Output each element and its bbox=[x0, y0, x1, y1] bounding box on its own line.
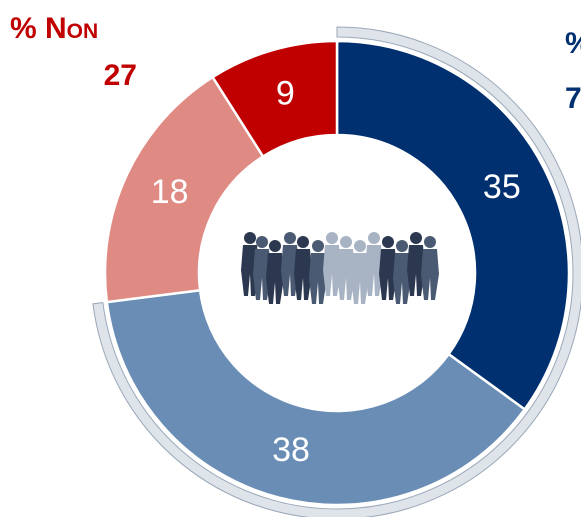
figure-head bbox=[340, 236, 352, 248]
figure-body bbox=[407, 245, 425, 296]
figure-head bbox=[382, 236, 394, 248]
figure-body bbox=[421, 249, 439, 300]
slice bbox=[210, 39, 339, 159]
figure-head bbox=[424, 236, 436, 248]
annotation-label: % bbox=[565, 27, 581, 60]
figure-head bbox=[410, 232, 422, 244]
value-label: 35 bbox=[483, 168, 521, 206]
figure-head bbox=[297, 236, 309, 248]
figure-body bbox=[379, 249, 397, 300]
labels: 35 38 18 9 bbox=[151, 74, 521, 469]
value-label: 38 bbox=[272, 431, 310, 469]
slice bbox=[105, 288, 527, 507]
slice bbox=[103, 75, 265, 304]
figure-body bbox=[309, 253, 327, 304]
figure-body bbox=[323, 245, 341, 296]
crowd-image bbox=[241, 232, 439, 304]
value-label: 18 bbox=[151, 173, 189, 211]
figure-head bbox=[284, 232, 296, 244]
figure-head bbox=[396, 240, 408, 252]
figure-body bbox=[281, 245, 299, 296]
figure-body bbox=[294, 249, 312, 300]
figure-head bbox=[256, 236, 268, 248]
slices bbox=[103, 39, 571, 507]
figure-head bbox=[269, 240, 281, 252]
figure-head bbox=[244, 232, 256, 244]
annotation-label: % Non bbox=[10, 12, 98, 45]
slice bbox=[335, 39, 571, 412]
figure-head bbox=[354, 240, 366, 252]
annotation-value: 7 bbox=[565, 82, 581, 115]
outer-band bbox=[92, 26, 581, 517]
figure-head bbox=[368, 232, 380, 244]
figure-body bbox=[351, 253, 369, 304]
figure-body bbox=[253, 249, 271, 300]
figure-body bbox=[266, 253, 284, 304]
figure-head bbox=[326, 232, 338, 244]
value-label: 9 bbox=[276, 74, 295, 112]
figure-body bbox=[393, 253, 411, 304]
figure-head bbox=[312, 240, 324, 252]
annotation-value: 27 bbox=[104, 59, 137, 92]
outer-band bbox=[92, 26, 581, 517]
figure-body bbox=[337, 249, 355, 300]
figure-body bbox=[365, 245, 383, 296]
